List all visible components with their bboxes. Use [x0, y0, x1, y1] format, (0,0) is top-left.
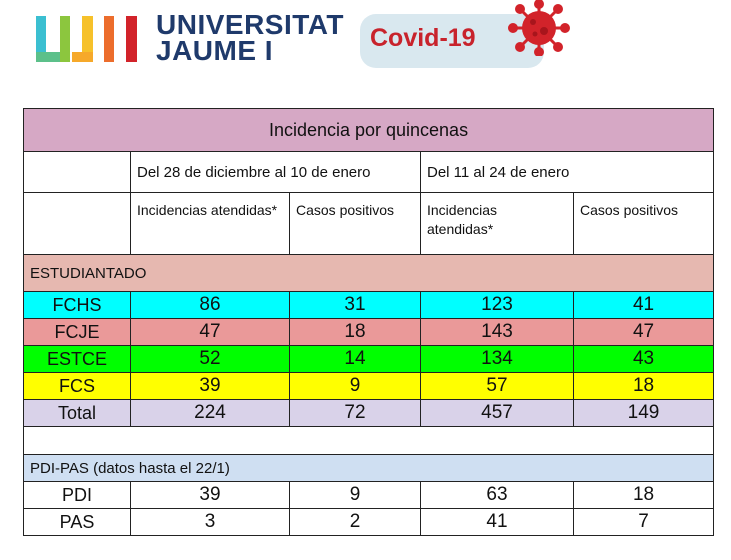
table-cell: 18 [289, 318, 421, 346]
row-label: PDI [23, 481, 131, 509]
covid-badge [360, 14, 544, 68]
column-header: Incidencias atendidas* [130, 192, 290, 255]
table-cell: 39 [130, 481, 290, 509]
table-cell: 57 [420, 372, 574, 400]
table-row: FCJE 47 18 143 47 [23, 318, 715, 346]
table-cell: 41 [420, 508, 574, 536]
table-cell: 143 [420, 318, 574, 346]
table-cell: 123 [420, 291, 574, 319]
table-cell: 39 [130, 372, 290, 400]
spacer-row [22, 426, 715, 455]
column-header: Casos positivos [572, 192, 715, 255]
table-row: ESTCE 52 14 134 43 [23, 345, 715, 373]
table-cell: 18 [572, 481, 715, 509]
table-cell: 47 [130, 318, 290, 346]
table-cell: 31 [289, 291, 421, 319]
table-cell: 149 [572, 399, 715, 427]
table-cell: 3 [130, 508, 290, 536]
table-cell: 63 [420, 481, 574, 509]
row-label: FCS [23, 372, 131, 400]
table-cell: 134 [420, 345, 574, 373]
university-name-line1: UNIVERSITAT [156, 9, 345, 40]
row-label: PAS [23, 508, 131, 536]
table-title: Incidencia por quincenas [22, 108, 715, 152]
virus-icon [508, 0, 570, 56]
table-cell: 43 [572, 345, 715, 373]
empty-cell [23, 151, 131, 193]
table-row-total: Total 224 72 457 149 [23, 399, 715, 427]
row-label: FCJE [23, 318, 131, 346]
period-header-1: Del 28 de diciembre al 10 de enero [130, 151, 421, 193]
table-cell: 18 [572, 372, 715, 400]
row-label: FCHS [23, 291, 131, 319]
table-cell: 224 [130, 399, 290, 427]
column-header: Casos positivos [289, 192, 421, 255]
empty-cell [23, 192, 131, 255]
table-cell: 9 [289, 372, 421, 400]
table-cell: 47 [572, 318, 715, 346]
column-header: Incidencias atendidas* [420, 192, 574, 255]
row-label: Total [23, 399, 131, 427]
empty-cell [22, 426, 715, 455]
incidence-table: Incidencia por quincenas Del 28 de dicie… [22, 108, 715, 536]
table-cell: 9 [289, 481, 421, 509]
section-header-students: ESTUDIANTADO [22, 254, 715, 292]
table-cell: 52 [130, 345, 290, 373]
section-header-staff: PDI-PAS (datos hasta el 22/1) [22, 454, 715, 482]
table-cell: 14 [289, 345, 421, 373]
covid-badge-text: Covid-19 [370, 24, 476, 52]
row-label: ESTCE [23, 345, 131, 373]
table-row: PDI 39 9 63 18 [23, 481, 715, 509]
table-cell: 72 [289, 399, 421, 427]
university-name: UNIVERSITAT JAUME I [156, 9, 345, 66]
table-row: PAS 3 2 41 7 [23, 508, 715, 536]
table-row: FCHS 86 31 123 41 [23, 291, 715, 319]
table-cell: 7 [572, 508, 715, 536]
period-header-2: Del 11 al 24 de enero [419, 151, 715, 193]
table-cell: 2 [289, 508, 421, 536]
table-cell: 457 [420, 399, 574, 427]
uji-logo-icon [36, 16, 137, 62]
table-row: FCS 39 9 57 18 [23, 372, 715, 400]
table-cell: 41 [572, 291, 715, 319]
university-name-line2: JAUME I [156, 35, 274, 66]
table-cell: 86 [130, 291, 290, 319]
